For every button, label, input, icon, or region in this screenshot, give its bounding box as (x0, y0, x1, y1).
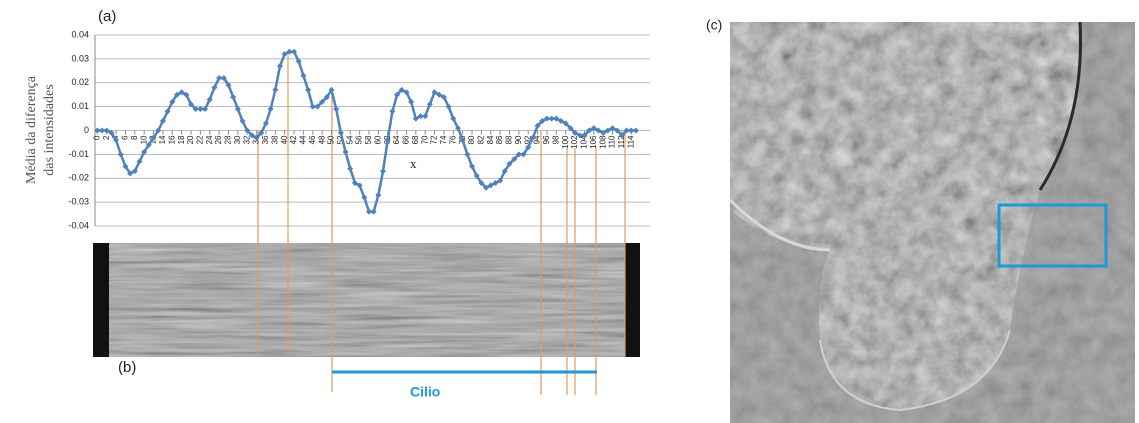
x-tick-label: 20 (186, 135, 195, 144)
data-point (371, 209, 377, 215)
x-tick-label: 110 (608, 135, 617, 148)
x-tick-label: 84 (486, 135, 495, 144)
x-tick-label: 6 (121, 135, 130, 140)
x-tick-label: 86 (495, 135, 504, 144)
data-point (305, 87, 311, 93)
x-tick-label: 26 (214, 135, 223, 144)
x-tick-label: 36 (261, 135, 270, 144)
x-tick-label: 74 (439, 135, 448, 144)
data-point (375, 192, 381, 198)
data-point (633, 128, 639, 134)
y-axis-label: Média da diferença (24, 75, 39, 184)
x-axis-label: x (410, 156, 417, 171)
x-tick-label: 76 (448, 135, 457, 144)
y-axis-label: das intensidades (42, 84, 57, 175)
y-tick-label: 0.02 (71, 77, 89, 87)
x-tick-label: 0 (92, 135, 101, 140)
x-tick-label: 54 (345, 135, 354, 144)
x-tick-label: 70 (420, 135, 429, 144)
x-tick-label: 22 (195, 135, 204, 144)
x-tick-label: 100 (561, 135, 570, 149)
y-tick-label: 0 (84, 125, 89, 135)
x-tick-label: 88 (505, 135, 514, 144)
y-tick-label: -0.04 (68, 220, 89, 230)
panel-label: (b) (118, 359, 136, 376)
x-tick-label: 8 (130, 135, 139, 140)
data-line (97, 52, 636, 212)
x-tick-label: 90 (514, 135, 523, 144)
x-tick-label: 98 (551, 135, 560, 144)
x-tick-label: 10 (139, 135, 148, 144)
x-tick-label: 102 (570, 135, 579, 149)
x-tick-label: 44 (299, 135, 308, 144)
y-tick-label: -0.03 (68, 197, 89, 207)
x-tick-label: 66 (402, 135, 411, 144)
x-tick-label: 14 (158, 135, 167, 144)
x-tick-label: 50 (327, 135, 336, 144)
data-point (380, 168, 386, 174)
x-tick-label: 68 (411, 135, 420, 144)
y-tick-label: 0.01 (71, 101, 89, 111)
x-tick-label: 106 (589, 135, 598, 149)
y-tick-label: -0.02 (68, 173, 89, 183)
x-tick-label: 40 (280, 135, 289, 144)
data-point (347, 166, 353, 172)
x-tick-label: 82 (477, 135, 486, 144)
kymograph (93, 243, 640, 357)
x-tick-label: 72 (430, 135, 439, 144)
x-tick-label: 96 (542, 135, 551, 144)
data-point (389, 108, 395, 114)
x-tick-label: 48 (317, 135, 326, 144)
x-tick-label: 18 (177, 135, 186, 144)
y-tick-label: 0.04 (71, 29, 89, 39)
x-tick-label: 108 (598, 135, 607, 149)
x-tick-label: 64 (392, 135, 401, 144)
data-point (272, 87, 278, 93)
x-tick-label: 24 (205, 135, 214, 144)
micrograph (730, 22, 1135, 423)
x-tick-label: 56 (355, 135, 364, 144)
x-tick-label: 42 (289, 135, 298, 144)
y-tick-label: -0.01 (68, 149, 89, 159)
x-tick-label: 2 (102, 135, 111, 140)
x-tick-label: 46 (308, 135, 317, 144)
x-tick-label: 38 (270, 135, 279, 144)
data-point (300, 73, 306, 79)
x-tick-label: 16 (167, 135, 176, 144)
x-tick-label: 32 (242, 135, 251, 144)
x-tick-label: 28 (224, 135, 233, 144)
panel-label: (c) (706, 17, 722, 33)
figure: (b) Cilio (c) (a) x Média da diferença d… (0, 0, 1139, 423)
x-tick-label: 80 (467, 135, 476, 144)
x-tick-label: 60 (373, 135, 382, 144)
chart-title: (a) (98, 8, 116, 25)
x-tick-label: 58 (364, 135, 373, 144)
y-tick-label: 0.03 (71, 53, 89, 63)
cilio-label: Cilio (410, 384, 440, 400)
x-tick-label: 114 (626, 135, 635, 148)
x-tick-label: 30 (233, 135, 242, 144)
